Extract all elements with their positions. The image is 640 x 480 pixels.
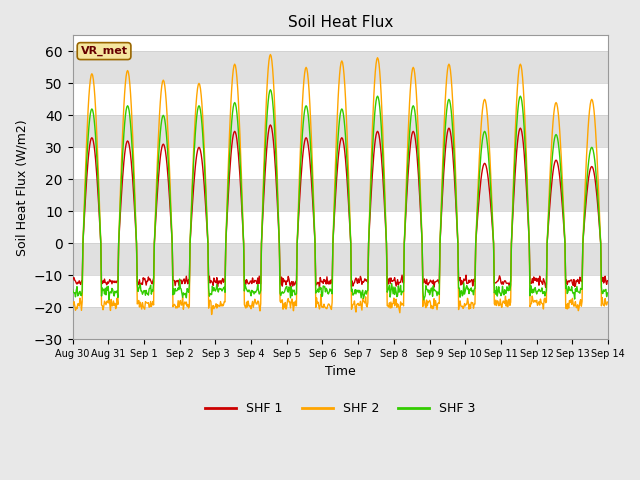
Bar [72, 180, 608, 211]
Y-axis label: Soil Heat Flux (W/m2): Soil Heat Flux (W/m2) [15, 119, 28, 256]
Bar [72, 307, 608, 339]
Text: VR_met: VR_met [81, 46, 127, 56]
Bar [72, 243, 608, 276]
X-axis label: Time: Time [325, 365, 356, 378]
Bar [72, 115, 608, 147]
Bar [72, 51, 608, 84]
Title: Soil Heat Flux: Soil Heat Flux [287, 15, 393, 30]
Legend: SHF 1, SHF 2, SHF 3: SHF 1, SHF 2, SHF 3 [200, 397, 481, 420]
